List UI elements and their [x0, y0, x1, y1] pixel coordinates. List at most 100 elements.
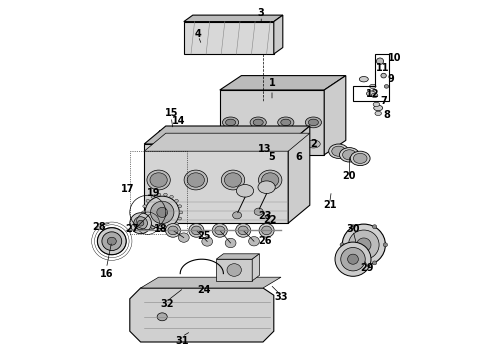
Ellipse shape	[248, 132, 257, 138]
Ellipse shape	[157, 229, 161, 231]
Text: 27: 27	[125, 224, 138, 234]
Polygon shape	[216, 254, 259, 259]
Text: 4: 4	[195, 29, 201, 39]
Polygon shape	[184, 15, 283, 22]
Ellipse shape	[340, 243, 344, 247]
Text: 9: 9	[388, 74, 394, 84]
Ellipse shape	[383, 243, 388, 247]
Ellipse shape	[145, 196, 179, 229]
Text: 15: 15	[165, 108, 178, 118]
Ellipse shape	[258, 181, 275, 194]
Polygon shape	[216, 259, 252, 281]
Polygon shape	[220, 90, 324, 155]
Text: 30: 30	[346, 224, 360, 234]
Ellipse shape	[374, 105, 383, 111]
Ellipse shape	[151, 195, 155, 198]
Text: 24: 24	[197, 285, 210, 295]
Ellipse shape	[212, 224, 227, 237]
Ellipse shape	[143, 205, 147, 208]
Text: 29: 29	[361, 263, 374, 273]
Ellipse shape	[350, 151, 370, 166]
Ellipse shape	[225, 238, 236, 248]
Ellipse shape	[146, 222, 149, 225]
Text: 26: 26	[258, 236, 271, 246]
Ellipse shape	[202, 237, 213, 246]
Ellipse shape	[170, 195, 173, 198]
Ellipse shape	[367, 91, 375, 96]
Ellipse shape	[224, 173, 242, 187]
Text: 31: 31	[175, 336, 189, 346]
Ellipse shape	[353, 153, 367, 163]
Text: 2: 2	[310, 139, 317, 149]
Ellipse shape	[369, 84, 376, 89]
Ellipse shape	[225, 119, 236, 126]
Text: 5: 5	[269, 152, 275, 162]
Ellipse shape	[150, 173, 167, 187]
Ellipse shape	[238, 226, 248, 235]
Text: 20: 20	[343, 171, 356, 181]
Ellipse shape	[142, 211, 145, 214]
Ellipse shape	[351, 225, 355, 229]
Text: 1: 1	[269, 78, 275, 88]
Ellipse shape	[279, 140, 293, 148]
Ellipse shape	[215, 226, 225, 235]
Polygon shape	[144, 126, 310, 144]
Ellipse shape	[381, 73, 386, 78]
Ellipse shape	[178, 233, 189, 242]
Text: 11: 11	[376, 63, 390, 73]
Ellipse shape	[281, 119, 291, 126]
Ellipse shape	[192, 226, 201, 235]
Text: 12: 12	[366, 89, 380, 99]
Polygon shape	[159, 130, 220, 140]
Polygon shape	[220, 76, 346, 90]
Ellipse shape	[222, 117, 239, 128]
Ellipse shape	[251, 140, 265, 148]
Polygon shape	[141, 277, 281, 288]
Ellipse shape	[253, 119, 263, 126]
Ellipse shape	[147, 170, 171, 190]
Ellipse shape	[166, 224, 180, 237]
Polygon shape	[130, 288, 274, 342]
Ellipse shape	[254, 208, 263, 215]
Ellipse shape	[102, 232, 122, 251]
Ellipse shape	[348, 230, 379, 260]
Ellipse shape	[175, 222, 178, 225]
Ellipse shape	[351, 261, 355, 265]
Ellipse shape	[259, 224, 274, 237]
Ellipse shape	[371, 93, 378, 98]
Ellipse shape	[98, 228, 126, 255]
Text: 32: 32	[161, 299, 174, 309]
Polygon shape	[144, 144, 288, 223]
Ellipse shape	[178, 205, 182, 208]
Polygon shape	[252, 254, 259, 281]
Ellipse shape	[359, 77, 368, 82]
Ellipse shape	[201, 130, 209, 136]
Text: 14: 14	[172, 116, 185, 126]
Ellipse shape	[372, 225, 377, 229]
Ellipse shape	[248, 237, 259, 246]
Ellipse shape	[164, 193, 167, 196]
Text: 18: 18	[153, 224, 167, 234]
Ellipse shape	[262, 173, 279, 187]
Ellipse shape	[376, 58, 384, 64]
Ellipse shape	[332, 146, 345, 156]
Polygon shape	[324, 76, 346, 155]
Ellipse shape	[189, 224, 204, 237]
Ellipse shape	[175, 199, 178, 202]
Text: 21: 21	[323, 200, 336, 210]
Ellipse shape	[233, 212, 242, 219]
Ellipse shape	[224, 140, 238, 148]
Ellipse shape	[179, 211, 183, 214]
Ellipse shape	[169, 130, 177, 136]
Ellipse shape	[373, 102, 380, 107]
Ellipse shape	[259, 170, 282, 190]
Polygon shape	[184, 22, 274, 54]
Ellipse shape	[335, 242, 371, 276]
Text: 13: 13	[258, 144, 271, 154]
Ellipse shape	[347, 254, 358, 264]
Text: 10: 10	[388, 53, 401, 63]
Ellipse shape	[384, 85, 389, 88]
Ellipse shape	[158, 130, 166, 136]
Ellipse shape	[340, 148, 359, 162]
Ellipse shape	[230, 132, 239, 138]
